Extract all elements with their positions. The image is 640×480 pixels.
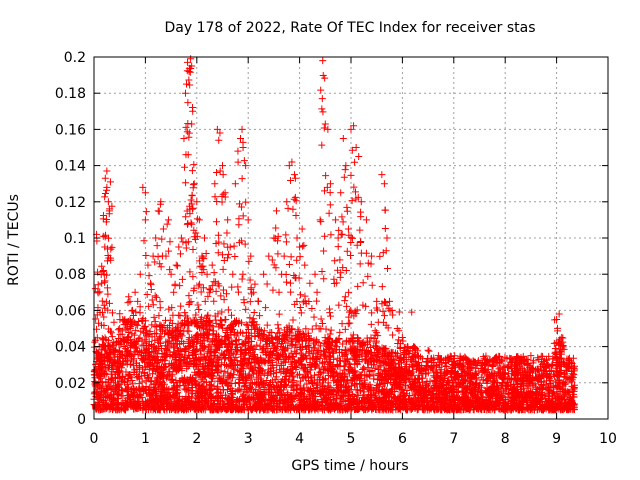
noise-point [249,315,257,323]
noise-point [301,372,309,380]
noise-point [297,291,305,299]
noise-point [473,376,481,384]
noise-point [217,367,225,375]
noise-point [289,373,297,381]
noise-point [326,330,334,338]
noise-point [107,370,115,378]
noise-band [90,64,579,414]
noise-point [149,370,157,378]
noise-point [125,293,133,301]
noise-point [395,308,403,316]
noise-point [150,313,158,321]
noise-point [221,368,229,376]
noise-point [327,312,335,320]
noise-point [262,304,270,312]
noise-point [278,339,286,347]
noise-point [205,326,213,334]
noise-point [101,371,109,379]
noise-point [367,344,375,352]
noise-point [314,349,322,357]
noise-point [249,322,257,330]
chart-title: Day 178 of 2022, Rate Of TEC Index for r… [164,20,535,36]
noise-point [317,342,325,350]
noise-point [221,316,229,324]
noise-point [359,364,367,372]
noise-point [244,387,252,395]
noise-point [267,347,275,355]
noise-point [208,375,216,383]
noise-point [318,319,326,327]
noise-point [116,310,124,318]
noise-point [166,375,174,383]
noise-point [504,374,512,382]
noise-point [233,396,241,404]
noise-point [308,305,316,313]
noise-point [274,335,282,343]
noise-point [534,354,542,362]
noise-point [193,318,201,326]
noise-point [289,316,297,324]
noise-point [237,387,245,395]
noise-point [198,374,206,382]
noise-point [297,377,305,385]
noise-point [308,325,316,333]
noise-point [165,368,173,376]
noise-point [408,308,416,316]
noise-point [390,393,398,401]
noise-point [161,316,169,324]
noise-point [345,313,353,321]
noise-point [289,353,297,361]
noise-point [371,364,379,372]
noise-point [319,376,327,384]
noise-point [341,293,349,301]
noise-point [182,347,190,355]
noise-point [224,306,232,314]
noise-point [110,318,118,326]
noise-point [302,325,310,333]
noise-point [251,280,259,288]
noise-point [196,280,204,288]
noise-point [312,361,320,369]
noise-point [353,334,361,342]
noise-point [109,365,117,373]
noise-point [332,337,340,345]
noise-point [401,382,409,390]
noise-point [284,339,292,347]
noise-point [132,326,140,334]
noise-point [547,366,555,374]
noise-point [476,382,484,390]
noise-point [136,303,144,311]
noise-point [327,326,335,334]
noise-point [565,355,573,363]
noise-point [270,405,278,413]
